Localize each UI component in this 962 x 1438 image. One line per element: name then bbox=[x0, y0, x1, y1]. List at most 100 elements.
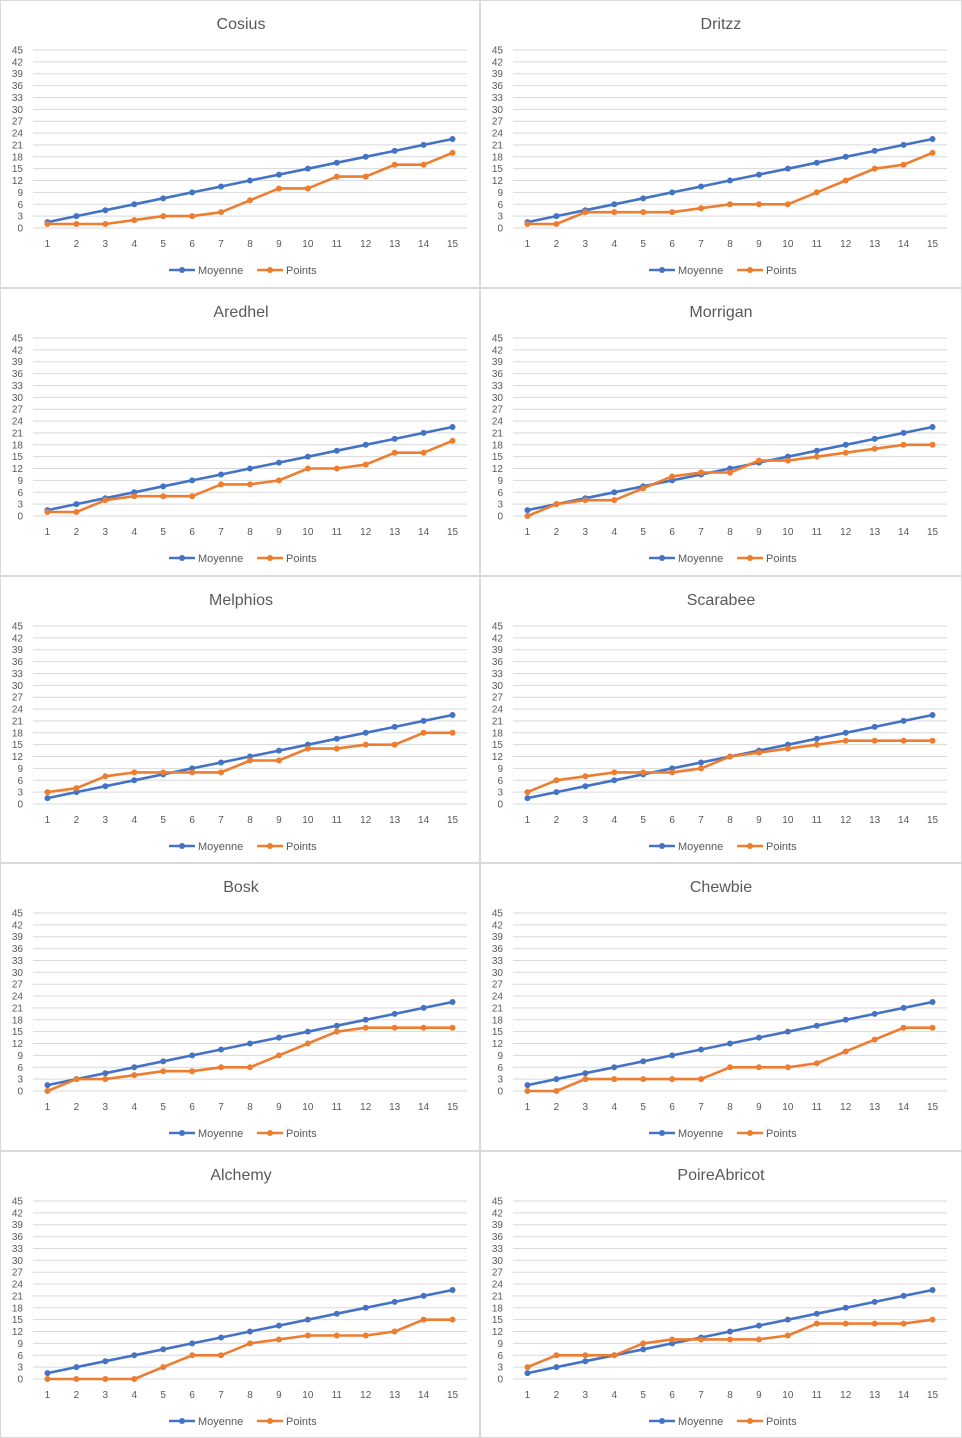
y-tick-label: 27 bbox=[492, 980, 504, 991]
y-tick-label: 27 bbox=[492, 1268, 504, 1279]
y-tick-label: 9 bbox=[497, 188, 503, 199]
y-tick-label: 39 bbox=[492, 357, 504, 368]
x-tick-label: 1 bbox=[45, 815, 51, 826]
data-point-moyenne bbox=[900, 429, 907, 436]
x-tick-label: 6 bbox=[669, 815, 675, 826]
data-point-points bbox=[669, 209, 676, 216]
data-point-moyenne bbox=[391, 147, 398, 154]
y-tick-label: 0 bbox=[497, 512, 503, 523]
data-point-points bbox=[784, 201, 791, 208]
data-point-moyenne bbox=[611, 201, 618, 208]
data-point-points bbox=[247, 197, 253, 204]
x-tick-label: 15 bbox=[447, 1102, 459, 1113]
y-tick-label: 21 bbox=[492, 140, 504, 151]
chart-panel-dritzz: Dritzz 0 3 6 9 12 15 18 21 24 27 30 33 36 39 42 45 1 2 3 4 5 6… bbox=[480, 0, 962, 288]
data-point-points bbox=[189, 213, 196, 220]
data-point-moyenne bbox=[391, 1298, 398, 1305]
y-tick-label: 15 bbox=[492, 740, 504, 751]
y-tick-label: 24 bbox=[492, 705, 504, 716]
y-tick-label: 18 bbox=[492, 440, 504, 451]
data-point-points bbox=[218, 209, 225, 216]
data-point-points bbox=[189, 769, 196, 776]
y-tick-label: 33 bbox=[492, 93, 504, 104]
data-point-points bbox=[275, 1336, 282, 1343]
x-tick-label: 5 bbox=[160, 527, 166, 538]
data-point-points bbox=[131, 217, 138, 224]
x-tick-label: 5 bbox=[160, 1102, 166, 1113]
x-tick-label: 5 bbox=[160, 1390, 166, 1401]
data-point-points bbox=[44, 789, 51, 796]
y-tick-label: 21 bbox=[492, 428, 504, 439]
x-tick-label: 3 bbox=[103, 1390, 109, 1401]
y-tick-label: 3 bbox=[497, 1363, 503, 1374]
y-tick-label: 15 bbox=[12, 1027, 24, 1038]
line-chart: PoireAbricot0369121518212427303336394245… bbox=[492, 1167, 947, 1428]
y-tick-label: 33 bbox=[492, 381, 504, 392]
chart-title: Morrigan bbox=[689, 304, 752, 321]
y-tick-label: 12 bbox=[492, 1327, 504, 1338]
data-point-moyenne bbox=[449, 999, 456, 1005]
data-point-moyenne bbox=[218, 183, 225, 190]
data-point-moyenne bbox=[842, 441, 849, 448]
y-tick-label: 9 bbox=[497, 1051, 503, 1062]
y-tick-label: 45 bbox=[492, 334, 504, 345]
data-point-points bbox=[871, 1320, 878, 1327]
legend-moyenne-label: Moyenne bbox=[678, 1416, 723, 1428]
data-point-moyenne bbox=[871, 1298, 878, 1305]
data-point-points bbox=[160, 493, 167, 500]
data-point-points bbox=[842, 177, 849, 184]
data-point-moyenne bbox=[247, 1040, 253, 1047]
data-point-points bbox=[784, 1064, 791, 1071]
data-point-moyenne bbox=[813, 1022, 820, 1029]
x-tick-label: 8 bbox=[247, 1390, 253, 1401]
data-point-points bbox=[304, 745, 311, 752]
x-tick-label: 3 bbox=[583, 527, 589, 538]
data-point-points bbox=[640, 485, 647, 492]
data-point-points bbox=[900, 1024, 907, 1031]
data-point-points bbox=[755, 1336, 762, 1343]
y-tick-label: 0 bbox=[17, 1087, 23, 1098]
y-tick-label: 39 bbox=[492, 1220, 504, 1231]
x-tick-label: 4 bbox=[611, 239, 617, 250]
data-point-moyenne bbox=[611, 1064, 618, 1071]
data-point-points bbox=[275, 1052, 282, 1059]
data-point-points bbox=[304, 1040, 311, 1047]
x-tick-label: 6 bbox=[669, 527, 675, 538]
data-point-moyenne bbox=[813, 159, 820, 166]
y-tick-label: 18 bbox=[12, 440, 24, 451]
chart-title: Scarabee bbox=[687, 592, 756, 609]
data-point-moyenne bbox=[524, 795, 531, 802]
x-tick-label: 3 bbox=[103, 527, 109, 538]
y-tick-label: 27 bbox=[12, 1268, 24, 1279]
data-point-points bbox=[524, 789, 531, 796]
y-tick-label: 18 bbox=[492, 1303, 504, 1314]
data-point-moyenne bbox=[189, 1340, 196, 1347]
data-point-points bbox=[727, 753, 733, 760]
y-tick-label: 39 bbox=[492, 932, 504, 943]
data-point-moyenne bbox=[247, 1328, 253, 1335]
data-point-points bbox=[669, 473, 676, 480]
data-point-points bbox=[247, 1340, 253, 1347]
data-point-moyenne bbox=[247, 465, 253, 472]
series-line-points bbox=[47, 151, 453, 226]
data-point-moyenne bbox=[582, 1358, 589, 1365]
x-tick-label: 8 bbox=[727, 239, 733, 250]
data-point-moyenne bbox=[102, 783, 109, 790]
x-tick-label: 4 bbox=[131, 815, 137, 826]
data-point-moyenne bbox=[44, 1370, 51, 1377]
legend-points-label: Points bbox=[766, 265, 797, 277]
y-tick-label: 9 bbox=[497, 1339, 503, 1350]
x-tick-label: 10 bbox=[782, 239, 794, 250]
data-point-moyenne bbox=[449, 712, 456, 718]
data-point-points bbox=[611, 769, 618, 776]
y-tick-label: 33 bbox=[12, 669, 24, 680]
data-point-points bbox=[449, 1316, 456, 1323]
y-tick-label: 3 bbox=[17, 212, 23, 223]
data-point-moyenne bbox=[160, 1346, 167, 1353]
y-tick-label: 39 bbox=[12, 645, 24, 656]
x-tick-label: 10 bbox=[782, 815, 794, 826]
y-tick-label: 21 bbox=[492, 1291, 504, 1302]
data-point-points bbox=[391, 1024, 398, 1031]
x-tick-label: 5 bbox=[640, 527, 646, 538]
data-point-points bbox=[333, 745, 340, 752]
